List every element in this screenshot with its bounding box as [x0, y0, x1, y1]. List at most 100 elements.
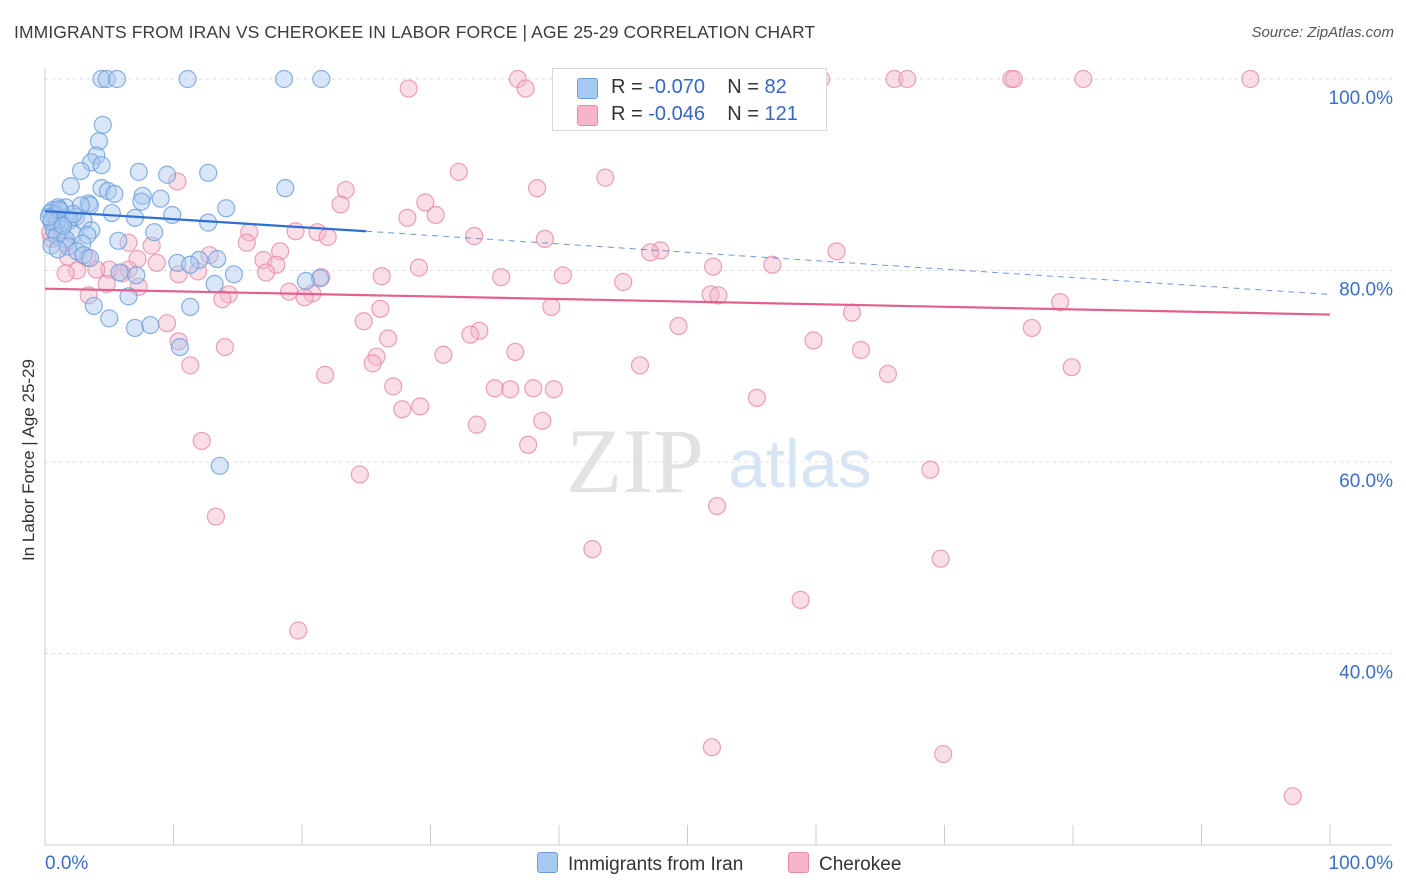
data-point [190, 250, 209, 270]
data-point [109, 231, 128, 250]
data-point [461, 325, 480, 344]
iran-trend-line [44, 210, 367, 233]
y-tick-label: 100.0% [1329, 88, 1394, 109]
data-point [371, 299, 390, 318]
data-point [205, 274, 224, 294]
data-point [885, 69, 904, 89]
data-point [87, 260, 106, 279]
data-point [409, 258, 429, 277]
data-point [119, 287, 138, 306]
data-point [331, 195, 350, 214]
data-point [286, 222, 305, 241]
data-point [61, 177, 80, 196]
data-point [163, 205, 182, 225]
y-tick-label: 80.0% [1339, 280, 1393, 301]
data-point [132, 192, 151, 211]
data-point [110, 263, 129, 282]
data-point [97, 69, 116, 89]
data-point [1051, 292, 1070, 312]
data-point [145, 223, 164, 242]
data-point [363, 354, 382, 373]
cherokee-points [41, 69, 1302, 806]
data-point [519, 435, 538, 454]
data-point [492, 268, 511, 287]
data-point [296, 271, 315, 291]
tick-labels: 100.0% 80.0% 60.0% 40.0% 0.0% 100.0% [45, 88, 1393, 874]
data-point [898, 69, 917, 89]
data-point [553, 266, 572, 285]
data-point [1241, 69, 1260, 89]
data-point [80, 248, 100, 268]
cherokee-trend-line [44, 287, 1331, 316]
data-point [92, 156, 111, 175]
data-point [398, 208, 417, 227]
data-point [393, 400, 412, 419]
data-point [641, 243, 660, 262]
data-point [528, 179, 547, 198]
data-point [89, 132, 109, 151]
data-point [199, 163, 218, 182]
legend-r-label: R = [611, 103, 649, 125]
data-point [237, 233, 256, 252]
data-point [851, 340, 871, 360]
data-point [384, 377, 403, 396]
data-point [596, 168, 615, 187]
data-point [280, 282, 299, 301]
data-point [97, 274, 116, 294]
data-point [168, 172, 187, 191]
data-point [78, 225, 97, 245]
data-point [107, 69, 127, 89]
legend-n-value: 82 [764, 76, 787, 98]
legend-swatch-iran [577, 78, 598, 99]
data-point [312, 69, 331, 89]
data-point [630, 356, 650, 375]
data-point [217, 199, 236, 218]
data-point [100, 309, 119, 328]
data-point [169, 332, 188, 351]
data-point [707, 496, 727, 516]
legend-r-label: R = [611, 76, 649, 98]
data-point [508, 69, 527, 89]
bottom-legend-iran: Immigrants from Iran [537, 852, 743, 876]
data-point [93, 115, 112, 135]
x-tick-label: 100.0% [1329, 853, 1394, 874]
data-point [316, 365, 335, 384]
data-point [1062, 358, 1081, 377]
data-point [318, 227, 337, 247]
data-point [56, 264, 75, 283]
iran-trend-extension [366, 230, 1331, 295]
data-point [50, 200, 69, 219]
data-point [485, 379, 504, 398]
chart-title: IMMIGRANTS FROM IRAN VS CHEROKEE IN LABO… [14, 22, 816, 42]
data-point [411, 397, 430, 416]
y-axis-label: In Labor Force | Age 25-29 [19, 359, 38, 561]
data-point [842, 303, 862, 322]
data-point [192, 431, 211, 451]
data-point [312, 268, 331, 287]
data-point [274, 69, 294, 89]
data-point [71, 161, 91, 181]
watermark-atlas: atlas [728, 426, 872, 502]
data-point [934, 744, 953, 764]
data-point [59, 237, 78, 256]
data-point [295, 288, 314, 307]
data-point [157, 165, 177, 184]
data-point [804, 331, 823, 350]
data-point [215, 338, 234, 357]
data-point [74, 211, 93, 230]
data-point [151, 189, 170, 208]
data-point [921, 460, 940, 479]
data-point [467, 415, 486, 434]
data-point [535, 229, 554, 249]
data-point [127, 266, 146, 285]
data-point [931, 549, 950, 568]
legend-swatch-cherokee [788, 852, 809, 873]
legend-label-cherokee: Cherokee [819, 854, 902, 875]
data-point [470, 321, 489, 340]
data-point [702, 738, 722, 757]
legend-swatch-cherokee [577, 105, 598, 126]
trend-lines [44, 210, 1331, 316]
data-point [709, 286, 728, 305]
data-point [1074, 69, 1093, 89]
legend-n-value: 121 [764, 103, 798, 125]
